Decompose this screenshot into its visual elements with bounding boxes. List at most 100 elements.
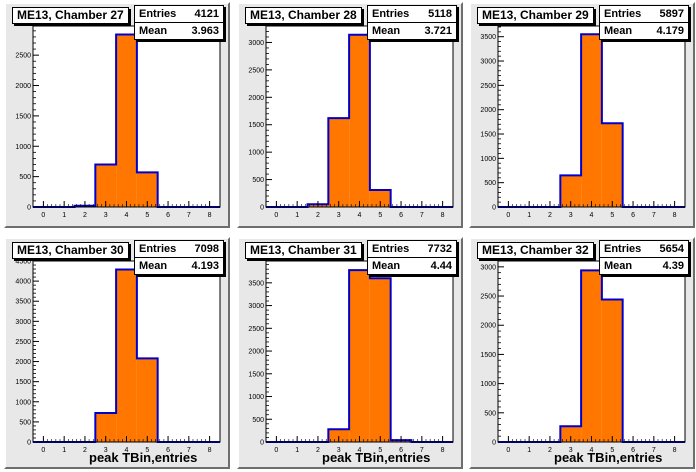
x-tick-label: 2 (83, 212, 87, 219)
x-tick-label: 6 (399, 212, 403, 219)
histogram-title: ME13, Chamber 30 (12, 242, 129, 259)
y-tick-label: 3500 (15, 299, 31, 306)
histogram-bar (560, 426, 582, 442)
stats-entries-value: 7732 (427, 243, 452, 255)
histogram-bar (560, 175, 582, 207)
histogram-pad-chamber-28: 0 500 1000 1500 2000 2500 3000 0 1 2 3 4 5 6 7 8 ME13, … (237, 2, 463, 228)
histogram-bar (369, 189, 391, 207)
x-tick-label: 8 (208, 212, 212, 219)
y-tick-label: 500 (484, 180, 496, 187)
x-tick-label: 1 (62, 447, 66, 454)
stats-mean-value: 4.44 (430, 260, 452, 272)
histogram-pad-chamber-30: 0 500 1000 1500 2000 2500 3000 3500 4000 4500 0 1 2 3… (4, 237, 230, 469)
y-tick-label: 2000 (15, 359, 31, 366)
stats-entries-row: Entries 5654 (600, 241, 688, 257)
x-tick-label: 1 (527, 212, 531, 219)
x-tick-label: 5 (145, 447, 149, 454)
histogram-plot: 0 500 1000 1500 2000 2500 3000 3500 4000 4500 0 1 2 3… (15, 259, 221, 454)
x-tick-label: 0 (41, 212, 45, 219)
x-tick-label: 6 (631, 212, 635, 219)
stats-mean-value: 3.963 (191, 25, 219, 37)
x-tick-label: 8 (441, 447, 445, 454)
y-tick-label: 2500 (248, 67, 264, 74)
y-tick-label: 2000 (480, 323, 496, 330)
stats-mean-value: 4.193 (191, 260, 219, 272)
stats-mean-row: Mean 4.179 (600, 22, 688, 39)
y-tick-label: 1000 (480, 381, 496, 388)
x-tick-label: 0 (274, 212, 278, 219)
x-tick-label: 2 (316, 447, 320, 454)
x-tick-label: 1 (527, 447, 531, 454)
y-tick-label: 500 (19, 174, 31, 181)
y-tick-label: 2000 (248, 349, 264, 356)
stats-entries-row: Entries 5897 (600, 6, 688, 22)
y-tick-label: 500 (19, 419, 31, 426)
histogram-bar (601, 299, 623, 442)
stats-mean-value: 3.721 (424, 25, 452, 37)
x-tick-label: 8 (208, 447, 212, 454)
stats-mean-row: Mean 4.39 (600, 257, 688, 274)
y-tick-label: 3000 (480, 264, 496, 271)
x-tick-label: 3 (337, 447, 341, 454)
stats-mean-label: Mean (139, 260, 168, 272)
y-tick-label: 2500 (480, 83, 496, 90)
y-tick-label: 0 (260, 440, 264, 447)
y-tick-label: 3000 (480, 59, 496, 66)
y-tick-label: 4000 (15, 279, 31, 286)
x-tick-label: 2 (548, 447, 552, 454)
stats-box: Entries 5118 Mean 3.721 (367, 5, 457, 40)
y-tick-label: 2500 (15, 339, 31, 346)
y-tick-label: 1500 (15, 379, 31, 386)
stats-mean-value: 4.179 (656, 25, 684, 37)
stats-entries-value: 5897 (659, 8, 684, 20)
y-tick-label: 2000 (248, 95, 264, 102)
stats-entries-value: 4121 (194, 8, 219, 20)
x-tick-label: 4 (125, 212, 129, 219)
x-tick-label: 0 (506, 447, 510, 454)
y-tick-label: 1500 (480, 352, 496, 359)
stats-entries-value: 7098 (194, 243, 219, 255)
y-tick-label: 2500 (480, 294, 496, 301)
y-tick-label: 2000 (15, 83, 31, 90)
stats-box: Entries 7098 Mean 4.193 (134, 240, 224, 275)
y-tick-label: 2500 (15, 53, 31, 60)
x-tick-label: 7 (652, 212, 656, 219)
y-tick-label: 0 (27, 205, 31, 212)
stats-entries-row: Entries 5118 (368, 6, 456, 22)
y-tick-label: 4500 (15, 259, 31, 266)
x-tick-label: 2 (316, 212, 320, 219)
x-tick-label: 4 (590, 447, 594, 454)
y-tick-label: 1000 (15, 399, 31, 406)
x-tick-label: 5 (610, 447, 614, 454)
y-tick-label: 0 (492, 440, 496, 447)
y-tick-label: 1000 (15, 144, 31, 151)
stats-entries-row: Entries 7732 (368, 241, 456, 257)
y-tick-label: 0 (27, 440, 31, 447)
histogram-title: ME13, Chamber 27 (12, 7, 129, 24)
histogram-plot: 0 500 1000 1500 2000 2500 3000 0 1 2 3 4 5 6 7 8 (480, 260, 686, 454)
stats-entries-label: Entries (604, 8, 642, 20)
stats-mean-label: Mean (372, 25, 401, 37)
stats-entries-label: Entries (372, 8, 410, 20)
stats-entries-row: Entries 4121 (135, 6, 223, 22)
x-tick-label: 5 (378, 212, 382, 219)
stats-entries-value: 5654 (659, 243, 684, 255)
x-tick-label: 7 (420, 447, 424, 454)
x-tick-label: 2 (83, 447, 87, 454)
x-tick-label: 4 (358, 212, 362, 219)
x-tick-label: 8 (673, 212, 677, 219)
stats-entries-label: Entries (139, 243, 177, 255)
x-tick-label: 0 (274, 447, 278, 454)
histogram-bar (328, 429, 350, 442)
histogram-bar (116, 34, 137, 207)
y-tick-label: 0 (260, 205, 264, 212)
y-tick-label: 1500 (248, 122, 264, 129)
x-tick-label: 3 (337, 212, 341, 219)
y-tick-label: 3500 (480, 34, 496, 41)
histogram-plot: 0 500 1000 1500 2000 2500 3000 3500 0 1 2 3 4 5 6 7 8 (248, 260, 454, 454)
stats-entries-value: 5118 (428, 8, 452, 20)
histogram-bar (95, 164, 117, 207)
x-tick-label: 3 (569, 447, 573, 454)
histogram-title: ME13, Chamber 28 (245, 7, 362, 24)
